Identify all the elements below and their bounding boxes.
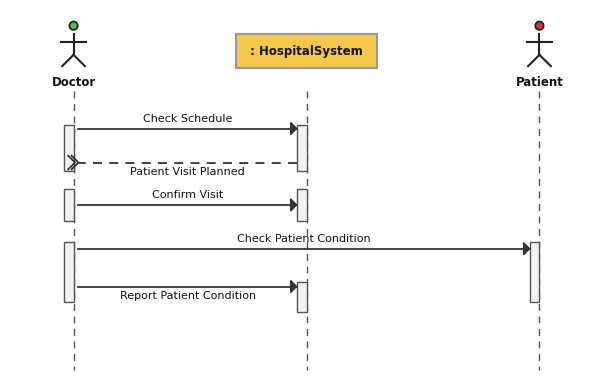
- FancyBboxPatch shape: [236, 34, 377, 68]
- Bar: [297, 282, 306, 312]
- Polygon shape: [291, 122, 297, 135]
- Polygon shape: [524, 243, 530, 255]
- Text: Doctor: Doctor: [51, 76, 96, 88]
- Text: Confirm Visit: Confirm Visit: [152, 190, 223, 200]
- Polygon shape: [291, 199, 297, 211]
- Text: Patient Visit Planned: Patient Visit Planned: [130, 167, 245, 177]
- Text: Check Schedule: Check Schedule: [143, 114, 232, 124]
- Text: Patient: Patient: [516, 76, 563, 88]
- Bar: [64, 125, 74, 171]
- Text: : HospitalSystem: : HospitalSystem: [250, 45, 363, 57]
- Text: Check Patient Condition: Check Patient Condition: [237, 234, 371, 244]
- Bar: [530, 242, 539, 302]
- Bar: [64, 189, 74, 221]
- Polygon shape: [291, 280, 297, 293]
- Ellipse shape: [535, 22, 544, 30]
- Bar: [297, 189, 306, 221]
- Bar: [297, 125, 306, 171]
- Bar: [64, 242, 74, 302]
- Text: Report Patient Condition: Report Patient Condition: [120, 291, 256, 301]
- Ellipse shape: [69, 22, 78, 30]
